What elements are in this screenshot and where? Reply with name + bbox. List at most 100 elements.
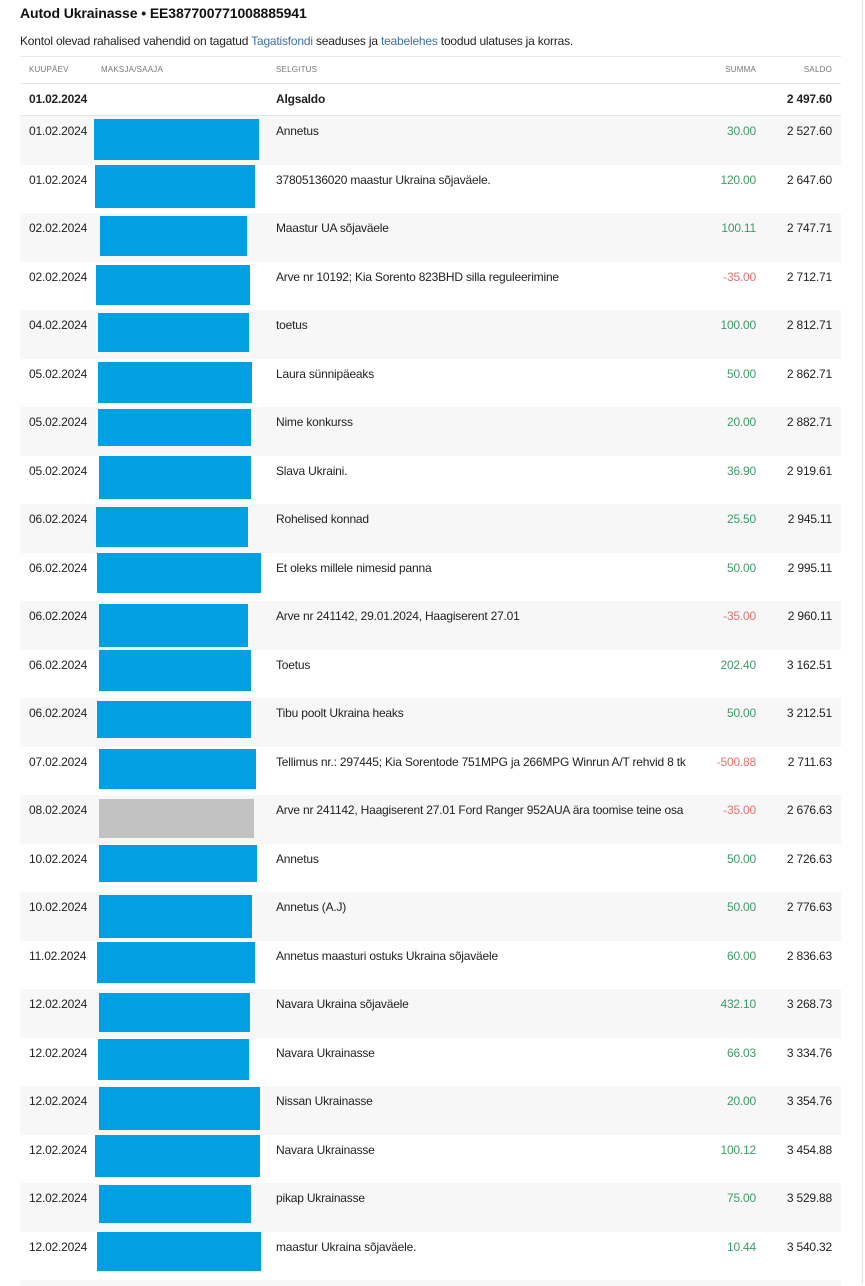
transaction-balance: 2 726.63	[786, 851, 832, 866]
transaction-balance: 2 747.71	[786, 221, 832, 235]
transaction-row[interactable]: 02.02.2024 Maastur UA sõjaväele 100.11 2 74…	[20, 213, 841, 262]
transaction-description: 37805136020 maastur Ukraina sõjaväele.	[276, 172, 491, 187]
page-right-border	[862, 0, 863, 1284]
transaction-balance: 3 529.88	[786, 1191, 832, 1205]
redacted-party-name	[97, 941, 255, 983]
transaction-amount: 100.12	[720, 1142, 756, 1157]
transaction-amount: 66.03	[726, 1045, 756, 1060]
redacted-party-name	[97, 701, 251, 738]
transaction-row[interactable]: 05.02.2024 Nime konkurss 20.00 2 882.71	[20, 407, 841, 456]
transaction-date: 12.02.2024	[29, 1094, 88, 1108]
transaction-date: 04.02.2024	[29, 318, 88, 332]
transaction-amount: -35.00	[723, 803, 756, 817]
column-header-date[interactable]: KUUPÄEV	[29, 65, 69, 74]
transaction-row[interactable]: 04.02.2024 toetus 100.00 2 812.71	[20, 310, 841, 359]
transaction-amount: 100.11	[721, 221, 756, 235]
transaction-row[interactable]: 05.02.2024 Slava Ukraini. 36.90 2 919.61	[20, 455, 841, 505]
transaction-row[interactable]: 06.02.2024 Arve nr 241142, 29.01.2024, Ha…	[20, 601, 841, 650]
column-header-party[interactable]: MAKSJA/SAAJA	[101, 65, 163, 74]
transaction-description: Nime konkurss	[276, 415, 353, 429]
transaction-amount: 50.00	[726, 900, 756, 914]
transaction-row[interactable]: 12.02.2024 Nissan Ukrainasse 20.00 3 354.76	[20, 1086, 841, 1135]
transaction-row[interactable]: 10.02.2024 Annetus 50.00 2 726.63	[20, 844, 841, 893]
column-header-description[interactable]: SELGITUS	[276, 65, 318, 74]
transaction-description: Navara Ukrainasse	[276, 1045, 375, 1060]
transaction-row[interactable]: 01.02.2024 37805136020 maastur Ukraina sõ…	[20, 164, 841, 214]
transaction-row[interactable]: 12.02.2024 Navara Ukraina sõjaväele 432.10…	[20, 989, 841, 1038]
transaction-description: Annetus	[276, 124, 319, 138]
transaction-balance: 2 676.63	[786, 803, 832, 817]
opening-description: Algsaldo	[276, 92, 326, 106]
redacted-party-name	[96, 264, 250, 305]
transaction-date: 10.02.2024	[29, 900, 88, 914]
tagatisfond-link[interactable]: Tagatisfondi	[251, 34, 313, 48]
teabeleht-link[interactable]: teabelehes	[380, 34, 438, 48]
transaction-row[interactable]: 01.02.2024 Annetus 30.00 2 527.60	[20, 116, 841, 165]
table-header: KUUPÄEV MAKSJA/SAAJA SELGITUS SUMMA SALD…	[20, 56, 841, 84]
redacted-party-name	[99, 1087, 260, 1130]
redacted-party-name	[99, 895, 252, 938]
transaction-date: 06.02.2024	[29, 512, 88, 526]
opening-balance: 2 497.60	[786, 92, 832, 106]
transaction-balance: 2 919.61	[786, 463, 832, 478]
transaction-description: pikap Ukrainasse	[276, 1191, 365, 1205]
opening-balance-row: 01.02.2024 Algsaldo 2 497.60	[20, 84, 841, 116]
transaction-amount: 36.90	[726, 463, 756, 478]
transaction-row[interactable]: 05.02.2024 Laura sünnipäeaks 50.00 2 862.71	[20, 359, 841, 408]
transaction-row[interactable]: 02.02.2024 Arve nr 10192; Kia Sorento 823…	[20, 262, 841, 311]
transaction-date: 06.02.2024	[29, 560, 88, 575]
transaction-balance: 3 212.51	[786, 706, 832, 720]
transaction-row[interactable]: 11.02.2024 Annetus maasturi ostuks Ukrain…	[20, 941, 841, 990]
transaction-description: Navara Ukraina sõjaväele	[276, 997, 409, 1011]
redacted-party-name	[99, 748, 256, 789]
transaction-rows: 01.02.2024 Annetus 30.00 2 527.60 01.02.2024…	[20, 116, 841, 1286]
transaction-balance: 3 354.76	[786, 1094, 832, 1108]
deposit-guarantee-notice: Kontol olevad rahalised vahendid on taga…	[20, 34, 573, 48]
transaction-row[interactable]: 06.02.2024 Tibu poolt Ukraina heaks 50.00 3…	[20, 698, 841, 747]
redacted-party-name	[99, 799, 254, 838]
transaction-row[interactable]: 07.02.2024 Tellimus nr.: 297445; Kia Sore…	[20, 747, 841, 796]
transaction-amount: 120.00	[720, 172, 756, 187]
transaction-date: 06.02.2024	[29, 657, 88, 672]
transaction-amount: 50.00	[726, 851, 756, 866]
transaction-row[interactable]: 10.02.2024 Annetus (A.J) 50.00 2 776.63	[20, 892, 841, 941]
transaction-balance: 2 945.11	[787, 512, 832, 526]
transaction-row[interactable]: 12.02.2024 maastur Ukraina sõjaväele. 10.4…	[20, 1231, 841, 1281]
transaction-description: Toetus	[276, 657, 311, 672]
transaction-row[interactable]: 12.02.2024 pikap Ukrainasse 75.00 3 529.88	[20, 1183, 841, 1232]
transaction-description: Arve nr 10192; Kia Sorento 823BHD silla …	[276, 269, 559, 284]
transaction-description: Navara Ukrainasse	[276, 1142, 375, 1157]
table-bottom-strip	[20, 1280, 841, 1286]
transaction-row[interactable]: 08.02.2024 Arve nr 241142, Haagiserent 27…	[20, 795, 841, 844]
transaction-description: Annetus	[276, 851, 319, 866]
transaction-amount: -35.00	[723, 269, 756, 284]
transaction-row[interactable]: 12.02.2024 Navara Ukrainasse 100.12 3 454.8…	[20, 1134, 841, 1184]
transaction-date: 05.02.2024	[29, 463, 88, 478]
notice-middle: seaduses ja	[312, 34, 381, 48]
transaction-description: Arve nr 241142, Haagiserent 27.01 Ford R…	[276, 803, 684, 817]
transaction-date: 07.02.2024	[29, 754, 88, 769]
transaction-balance: 3 454.88	[786, 1142, 832, 1157]
transaction-row[interactable]: 06.02.2024 Et oleks millele nimesid panna…	[20, 552, 841, 602]
transaction-date: 12.02.2024	[29, 1045, 88, 1060]
redacted-party-name	[99, 844, 257, 882]
transaction-amount: 30.00	[726, 124, 756, 138]
redacted-party-name	[99, 455, 251, 499]
transaction-row[interactable]: 06.02.2024 Rohelised konnad 25.50 2 945.11	[20, 504, 841, 553]
transaction-description: Slava Ukraini.	[276, 463, 348, 478]
transaction-date: 12.02.2024	[29, 1191, 88, 1205]
column-header-amount[interactable]: SUMMA	[725, 65, 756, 74]
redacted-party-name	[97, 1231, 261, 1271]
transaction-amount: 100.00	[720, 318, 756, 332]
transaction-row[interactable]: 12.02.2024 Navara Ukrainasse 66.03 3 334.76	[20, 1038, 841, 1087]
transaction-date: 11.02.2024	[29, 948, 87, 963]
transaction-row[interactable]: 06.02.2024 Toetus 202.40 3 162.51	[20, 649, 841, 699]
column-header-balance[interactable]: SALDO	[803, 65, 832, 74]
transaction-amount: 50.00	[726, 706, 756, 720]
transaction-description: Nissan Ukrainasse	[276, 1094, 373, 1108]
transaction-amount: 20.00	[726, 415, 756, 429]
transaction-date: 05.02.2024	[29, 366, 88, 381]
transaction-date: 05.02.2024	[29, 415, 88, 429]
transaction-amount: -35.00	[723, 609, 756, 623]
transaction-amount: 50.00	[726, 366, 756, 381]
